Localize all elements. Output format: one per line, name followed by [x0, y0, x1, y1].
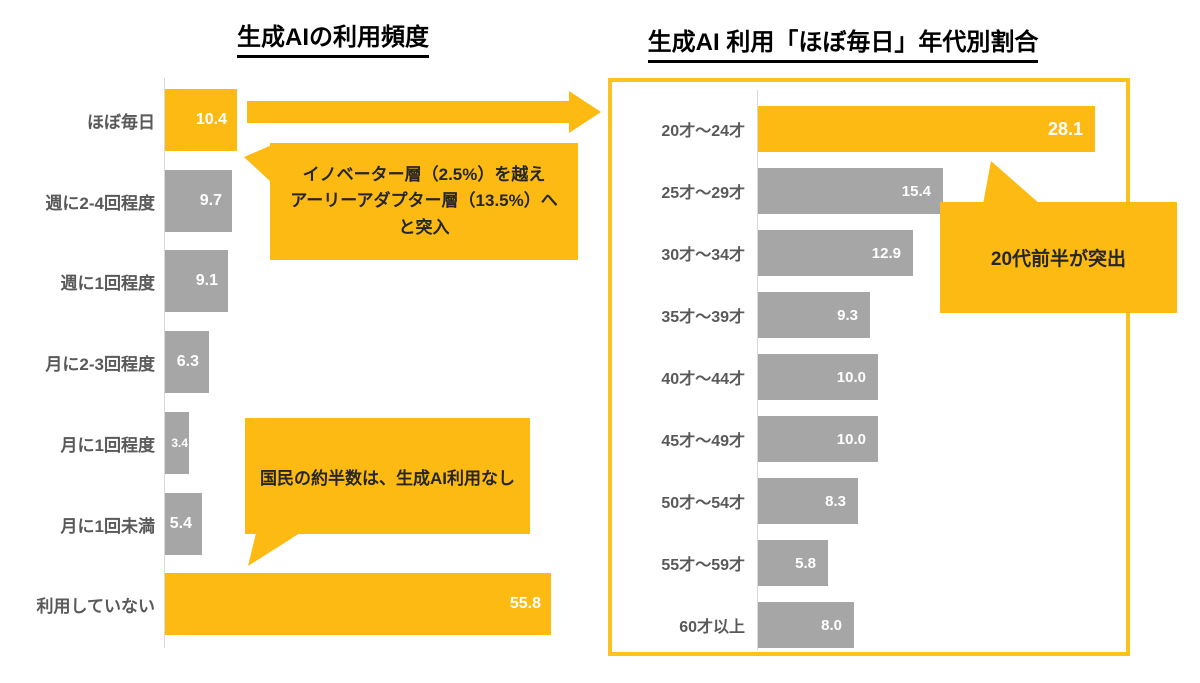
category-label: 55才〜59才	[661, 557, 745, 574]
bar-value-label: 8.0	[821, 616, 842, 634]
bar-value-label: 6.3	[176, 353, 199, 370]
right-chart-title-text: 生成AI 利用「ほぼ毎日」年代別割合	[647, 22, 1039, 63]
bar-value-label: 55.8	[509, 595, 541, 612]
category-label: 40才〜44才	[661, 371, 745, 388]
category-label: 利用していない	[36, 596, 156, 616]
bar-highlighted: 10.4	[165, 89, 237, 151]
bar: 8.0	[758, 602, 854, 648]
bar-value-label: 15.4	[901, 182, 931, 200]
bar-highlighted: 28.1	[758, 106, 1095, 152]
right-chart-frame	[608, 78, 1130, 656]
bar-value-label: 10.0	[836, 368, 866, 386]
callout-20s-tail-icon	[983, 161, 1040, 204]
callout-20s-text: 20代前半が突出	[990, 249, 1127, 270]
category-label: 25才〜29才	[661, 185, 745, 202]
bar: 12.9	[758, 230, 913, 276]
bar-value-label: 10.0	[836, 430, 866, 448]
bar-highlighted: 55.8	[165, 573, 551, 635]
category-label: 20才〜24才	[661, 123, 745, 140]
right-chart-axis	[757, 90, 758, 650]
bar-value-label: 28.1	[1047, 118, 1083, 139]
callout-innovator: イノベーター層（2.5%）を越え アーリーアダプター層（13.5%）へ と突入	[270, 143, 578, 260]
bar: 6.3	[165, 331, 209, 393]
callout-innovator-tail-icon	[244, 145, 272, 183]
left-chart-title: 生成AIの利用頻度	[163, 17, 503, 58]
bar-value-label: 9.1	[195, 272, 218, 289]
right-chart-title: 生成AI 利用「ほぼ毎日」年代別割合	[643, 22, 1043, 63]
category-label: 週に2-4回程度	[45, 193, 155, 213]
callout-no-usage-text: 国民の約半数は、生成AI利用なし	[260, 468, 515, 488]
callout-20s: 20代前半が突出	[940, 202, 1177, 313]
bar: 15.4	[758, 168, 943, 214]
bar-value-label: 5.4	[169, 515, 192, 532]
category-label: 月に1回程度	[60, 435, 155, 455]
left-chart-title-text: 生成AIの利用頻度	[237, 17, 429, 58]
bar: 5.4	[165, 493, 202, 555]
bar-value-label: 9.3	[837, 306, 858, 324]
callout-no-usage-tail-icon	[248, 533, 300, 566]
bar: 5.8	[758, 540, 828, 586]
bar: 10.0	[758, 354, 878, 400]
bar: 9.7	[165, 170, 232, 232]
bar-value-label: 8.3	[825, 492, 846, 510]
arrow-right-icon	[247, 91, 601, 133]
callout-innovator-line1: イノベーター層（2.5%）を越え	[302, 164, 546, 184]
bar-value-label: 9.7	[199, 192, 222, 209]
category-label: 45才〜49才	[661, 433, 745, 450]
bar: 9.1	[165, 250, 228, 312]
bar: 3.4	[165, 412, 189, 474]
bar: 8.3	[758, 478, 858, 524]
bar-value-label: 12.9	[871, 244, 901, 262]
callout-innovator-line2: アーリーアダプター層（13.5%）へ	[290, 191, 558, 211]
bar-value-label: 5.8	[795, 554, 816, 572]
category-label: 50才〜54才	[661, 495, 745, 512]
callout-innovator-line3: と突入	[398, 217, 450, 237]
bar-value-label: 10.4	[195, 111, 227, 128]
left-chart-axis	[164, 78, 165, 648]
category-label: 月に2-3回程度	[45, 354, 155, 374]
category-label: 週に1回程度	[60, 273, 155, 293]
bar: 9.3	[758, 292, 870, 338]
category-label: 月に1回未満	[60, 516, 155, 536]
callout-no-usage: 国民の約半数は、生成AI利用なし	[245, 418, 530, 534]
bar: 10.0	[758, 416, 878, 462]
category-label: 35才〜39才	[661, 309, 745, 326]
category-label: ほぼ毎日	[87, 112, 155, 132]
category-label: 30才〜34才	[661, 247, 745, 264]
category-label: 60才以上	[679, 619, 745, 636]
bar-value-label: 3.4	[171, 436, 188, 450]
